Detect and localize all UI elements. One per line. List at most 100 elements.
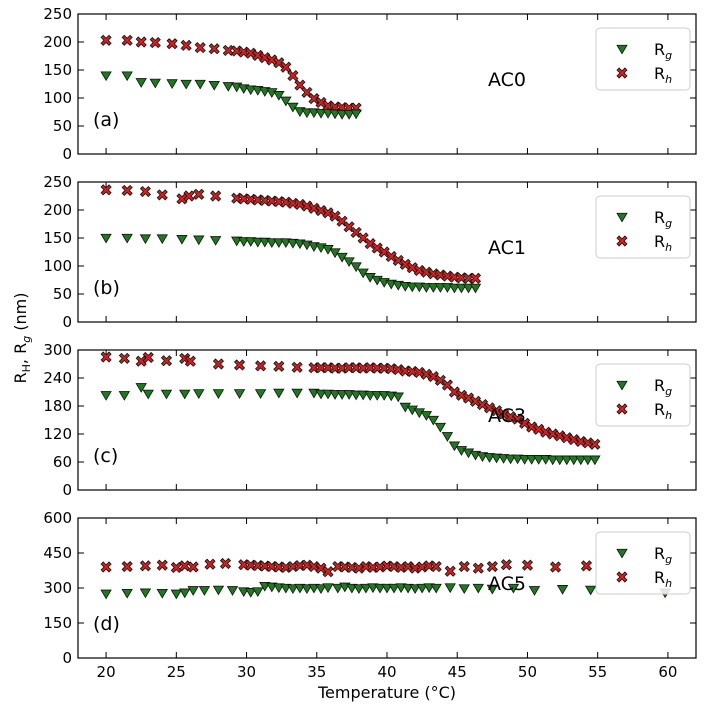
y-tick-label: 150 [43,61,72,79]
data-point-rh [308,202,320,214]
data-point-rg [100,391,112,401]
y-tick-label: 250 [43,5,72,23]
legend-label-rg: Rg [654,208,672,230]
data-point-rh [142,351,154,364]
data-point-rg [212,389,225,399]
y-tick-label: 180 [43,397,72,415]
data-point-rh [505,411,517,423]
data-point-rh [580,560,593,572]
data-point-rg [280,583,292,594]
data-point-rh [430,560,442,573]
legend-marker-rg [616,44,628,55]
data-point-rg [584,585,597,596]
data-point-rh [245,47,257,59]
chart-panels: 050100150200250(a)AC0RgRh050100150200250… [43,5,697,681]
data-point-rg [100,233,112,244]
data-point-rg [273,238,285,249]
data-point-rh [301,200,313,212]
data-point-rg [434,422,447,433]
data-point-rh [472,562,484,574]
data-point-rg [528,586,541,596]
data-point-rg [254,389,267,399]
data-point-rh [204,558,216,570]
data-point-rh [233,359,246,371]
data-point-rh [385,250,397,263]
y-tick-label: 0 [62,481,72,499]
sample-label: AC3 [488,405,526,427]
data-point-rg [561,455,573,466]
x-tick-label: 30 [237,663,256,681]
data-point-rg [308,583,320,594]
data-point-rh [526,421,538,433]
data-point-rg [381,583,393,594]
data-point-rg [135,383,147,393]
y-tick-label: 200 [43,201,72,219]
data-point-rh [266,54,278,66]
data-point-rg [208,80,220,91]
data-point-rh [519,417,531,429]
data-point-rh [156,559,168,571]
data-point-rg [532,455,545,465]
sample-label: AC1 [488,237,526,259]
y-tick-label: 300 [43,579,72,597]
legend-label-rg: Rg [654,376,672,398]
y-tick-label: 200 [43,33,72,51]
data-point-rg [266,238,278,249]
data-point-rh [427,371,439,383]
legend-label-rg: Rg [654,544,672,566]
data-point-rh [160,355,173,367]
y-tick-label: 60 [53,453,72,471]
data-point-rh [255,360,267,372]
legend-label-rh: Rh [654,232,672,254]
data-point-rg [434,283,447,293]
data-point-rg [238,237,250,247]
data-point-rg [367,583,379,594]
data-point-rh [118,352,130,364]
data-point-rg [364,391,376,401]
y-tick-label: 600 [43,509,72,527]
data-point-rh [561,432,573,444]
data-point-rg [193,389,205,399]
data-point-rg [469,283,482,294]
legend-label-rh: Rh [654,64,672,86]
data-point-rg [315,389,327,400]
data-point-rg [455,283,468,294]
x-tick-label: 60 [658,663,677,681]
x-tick-label: 20 [97,663,116,681]
data-point-rh [121,34,133,46]
data-point-rh [219,557,232,570]
sample-label: AC5 [488,573,526,595]
data-point-rh [252,49,264,62]
data-point-rg [420,411,433,421]
data-point-rh [308,92,320,105]
data-point-rg [252,587,264,598]
data-point-rg [448,441,461,452]
data-point-rg [179,588,191,599]
data-point-rg [156,588,168,599]
data-point-rg [194,79,206,90]
data-point-rg [525,455,538,465]
data-point-rg [273,91,285,101]
data-point-rg [198,586,211,596]
data-point-rg [547,455,559,466]
x-tick-label: 25 [167,663,186,681]
data-point-rh [156,189,168,201]
data-point-rg [245,588,257,598]
data-point-rh [315,96,327,109]
data-point-rg [402,583,414,594]
data-point-rh [273,360,285,372]
data-point-rh [294,79,306,91]
data-point-rh [554,430,566,442]
data-point-rg [160,389,173,400]
data-point-rg [315,108,327,119]
data-point-rg [472,583,484,594]
data-point-rg [252,237,264,248]
data-point-rh [448,386,460,398]
sample-label: AC0 [488,69,526,91]
data-point-rg [589,455,601,466]
legend-box [595,195,691,259]
